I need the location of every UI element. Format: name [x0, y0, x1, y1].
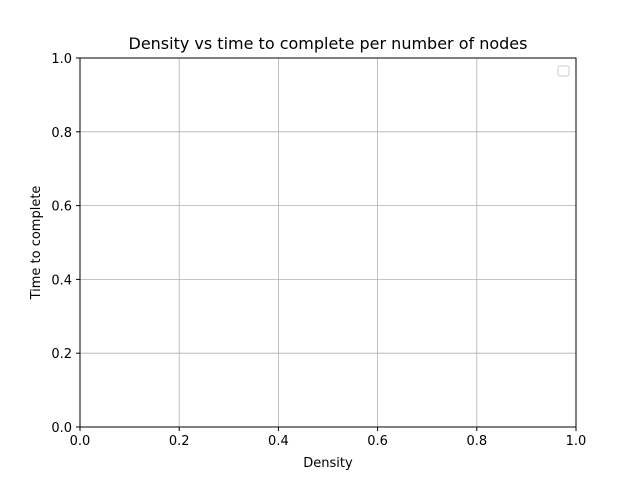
y-axis-label: Time to complete: [29, 186, 44, 301]
chart-title: Density vs time to complete per number o…: [129, 34, 528, 53]
legend-box: [557, 65, 570, 77]
x-tick-label: 0.8: [466, 434, 487, 449]
x-tick-label: 0.2: [169, 434, 190, 449]
y-tick-label: 0.0: [51, 421, 72, 436]
x-axis-label: Density: [303, 456, 353, 471]
y-tick-label: 1.0: [51, 52, 72, 67]
plot-area: [79, 57, 577, 428]
x-tick-label: 0.0: [70, 434, 91, 449]
y-tick-label: 0.6: [51, 200, 72, 215]
x-tick-label: 0.4: [268, 434, 289, 449]
y-tick-label: 0.4: [51, 273, 72, 288]
y-tick-label: 0.2: [51, 347, 72, 362]
grid-lines: [80, 58, 576, 427]
x-tick-label: 1.0: [566, 434, 587, 449]
y-tick-label: 0.8: [51, 126, 72, 141]
axis-ticks: 0.0 0.2 0.4 0.6 0.8 1.0 0.0 0.2 0.4 0.6 0.8 1.0: [51, 52, 586, 449]
x-tick-label: 0.6: [367, 434, 388, 449]
legend: [557, 65, 570, 77]
